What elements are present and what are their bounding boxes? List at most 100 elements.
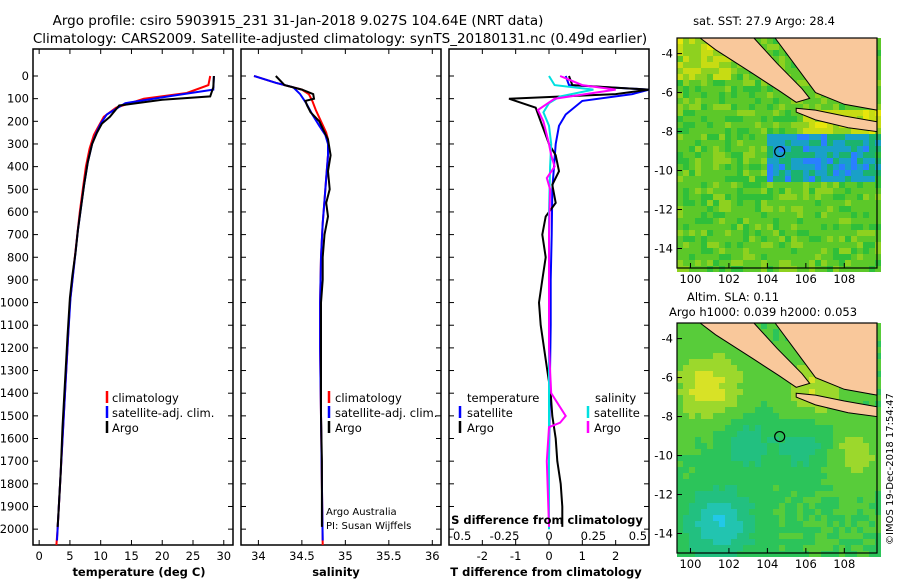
map-cell [755,467,761,473]
map-cell [869,527,875,533]
map-cell [737,98,743,104]
map-cell [869,449,875,455]
map-cell [737,449,743,455]
map-cell [719,128,725,134]
map-cell [797,425,803,431]
map-cell [875,407,881,413]
map-cell [875,323,881,329]
map-cell [815,242,821,248]
map-cell [863,242,869,248]
map-cell [695,254,701,260]
map-cell [863,437,869,443]
map-cell [725,389,731,395]
map-cell [761,407,767,413]
map-cell [815,146,821,152]
map-cell [689,413,695,419]
map-cell [677,38,683,44]
map-cell [701,437,707,443]
map-cell [737,551,743,557]
map-cell [713,365,719,371]
map-cell [743,383,749,389]
map-cell [701,176,707,182]
map-cell [851,521,857,527]
map-cell [833,218,839,224]
map-cell [803,413,809,419]
map-cell [773,329,779,335]
map-cell [689,224,695,230]
map-cell [833,146,839,152]
map-cell [677,485,683,491]
map-cell [707,425,713,431]
map-cell [767,329,773,335]
map-cell [719,509,725,515]
map-cell [833,236,839,242]
map-cell [779,545,785,551]
map-cell [767,164,773,170]
map-cell [821,485,827,491]
map-cell [731,68,737,74]
map-cell [773,128,779,134]
map-cell [851,176,857,182]
map-cell [689,443,695,449]
map-cell [707,266,713,272]
map-cell [815,377,821,383]
map-cell [677,206,683,212]
map-cell [803,206,809,212]
map-cell [767,527,773,533]
map-cell [803,122,809,128]
map-cell [689,329,695,335]
map-cell [827,443,833,449]
map-cell [743,443,749,449]
map-cell [695,260,701,266]
map-cell [689,341,695,347]
map-cell [773,56,779,62]
map-cell [761,497,767,503]
map-cell [791,122,797,128]
map-cell [773,38,779,44]
map-cell [803,443,809,449]
map-cell [767,467,773,473]
map-cell [731,134,737,140]
map-cell [809,389,815,395]
map-cell [731,551,737,557]
map-cell [779,128,785,134]
map-cell [707,389,713,395]
map-cell [767,266,773,272]
map-cell [851,110,857,116]
map-cell [677,50,683,56]
map-cell [827,158,833,164]
map-cell [863,545,869,551]
map-cell [701,383,707,389]
map-cell [851,134,857,140]
map-cell [875,443,881,449]
map-cell [803,170,809,176]
map-cell [833,479,839,485]
map-cell [725,461,731,467]
map-cell [875,122,881,128]
map-cell [869,491,875,497]
map-cell [875,467,881,473]
map-cell [683,230,689,236]
map-cell [785,140,791,146]
map-cell [833,254,839,260]
map-cell [851,242,857,248]
map-cell [803,371,809,377]
map-cell [809,497,815,503]
map-cell [677,503,683,509]
map-cell [755,212,761,218]
map-cell [875,371,881,377]
salinity-axis-label: salinity [312,565,360,579]
map-cell [749,497,755,503]
map-cell [743,116,749,122]
map-cell [773,467,779,473]
map-cell [737,371,743,377]
map-cell [851,248,857,254]
map-cell [821,152,827,158]
map-cell [839,443,845,449]
map-cell [731,128,737,134]
map-cell [767,254,773,260]
map-cell [737,134,743,140]
map-cell [821,218,827,224]
map-cell [875,365,881,371]
map-cell [779,152,785,158]
